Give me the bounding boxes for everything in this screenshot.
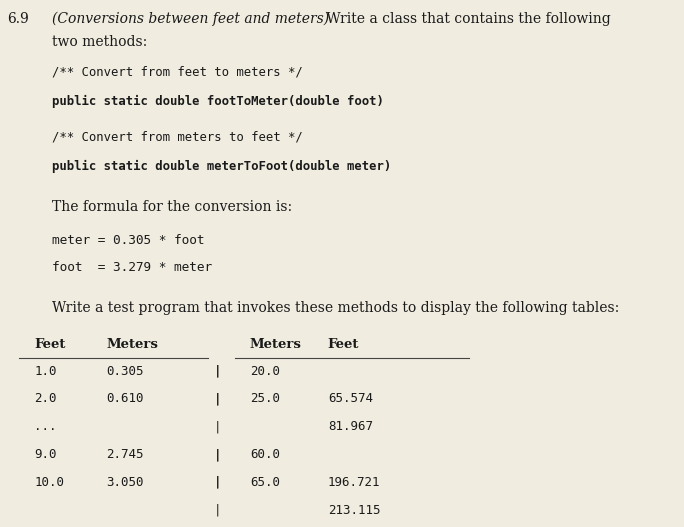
Text: Meters: Meters	[250, 338, 302, 352]
Text: 213.115: 213.115	[328, 504, 380, 516]
Text: |: |	[214, 504, 222, 516]
Text: |: |	[214, 476, 222, 489]
Text: ...: ...	[34, 420, 57, 433]
Text: |: |	[214, 393, 222, 405]
Text: public static double footToMeter(double foot): public static double footToMeter(double …	[52, 95, 384, 109]
Text: |: |	[214, 448, 222, 461]
Text: 60.0: 60.0	[250, 448, 280, 461]
Text: 65.574: 65.574	[328, 393, 373, 405]
Text: foot  = 3.279 * meter: foot = 3.279 * meter	[52, 261, 213, 275]
Text: |: |	[214, 448, 222, 461]
Text: 10.0: 10.0	[34, 476, 64, 489]
Text: Write a class that contains the following: Write a class that contains the followin…	[322, 12, 611, 26]
Text: 1.0: 1.0	[34, 365, 57, 378]
Text: 9.0: 9.0	[34, 448, 57, 461]
Text: 25.0: 25.0	[250, 393, 280, 405]
Text: 0.610: 0.610	[106, 393, 144, 405]
Text: Feet: Feet	[328, 338, 359, 352]
Text: Meters: Meters	[106, 338, 158, 352]
Text: 81.967: 81.967	[328, 420, 373, 433]
Text: public static double meterToFoot(double meter): public static double meterToFoot(double …	[52, 160, 391, 173]
Text: /** Convert from feet to meters */: /** Convert from feet to meters */	[52, 66, 303, 79]
Text: 65.0: 65.0	[250, 476, 280, 489]
Text: two methods:: two methods:	[52, 35, 148, 50]
Text: 196.721: 196.721	[328, 476, 380, 489]
Text: 2.745: 2.745	[106, 448, 144, 461]
Text: (Conversions between feet and meters): (Conversions between feet and meters)	[52, 12, 330, 26]
Text: |: |	[214, 365, 222, 378]
Text: |: |	[214, 393, 222, 405]
Text: |: |	[214, 476, 222, 489]
Text: The formula for the conversion is:: The formula for the conversion is:	[52, 200, 293, 213]
Text: Write a test program that invokes these methods to display the following tables:: Write a test program that invokes these …	[52, 301, 620, 315]
Text: 6.9: 6.9	[8, 12, 29, 26]
Text: 0.305: 0.305	[106, 365, 144, 378]
Text: |: |	[214, 420, 222, 433]
Text: Feet: Feet	[34, 338, 66, 352]
Text: 3.050: 3.050	[106, 476, 144, 489]
Text: 20.0: 20.0	[250, 365, 280, 378]
Text: |: |	[214, 365, 222, 378]
Text: meter = 0.305 * foot: meter = 0.305 * foot	[52, 233, 205, 247]
Text: 2.0: 2.0	[34, 393, 57, 405]
Text: /** Convert from meters to feet */: /** Convert from meters to feet */	[52, 131, 303, 144]
